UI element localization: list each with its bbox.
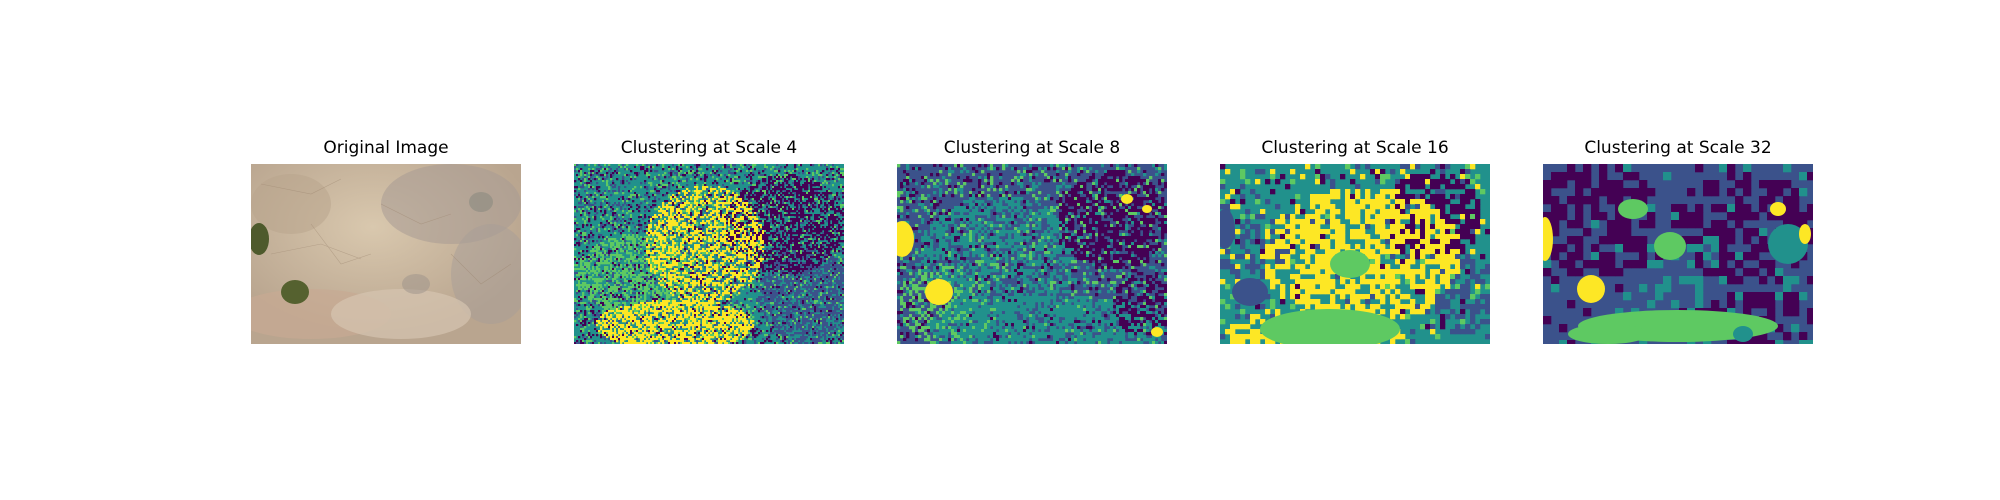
cluster-map-canvas [1220,164,1490,344]
cluster-map [897,164,1167,344]
panel-title: Clustering at Scale 16 [1261,138,1449,158]
cluster-map-canvas [897,164,1167,344]
cluster-map [1543,164,1813,344]
shrub [281,280,309,304]
photo-canvas [251,164,521,344]
cluster-map-canvas [1543,164,1813,344]
panel-title: Clustering at Scale 32 [1584,138,1772,158]
panel-title: Clustering at Scale 8 [943,138,1121,158]
original-aerial-photo [251,164,521,344]
panel-title: Original Image [323,138,449,158]
panel-title: Clustering at Scale 4 [620,138,798,158]
cluster-map [574,164,844,344]
cluster-map [1220,164,1490,344]
tree-canopy [251,223,269,255]
cluster-map-canvas [574,164,844,344]
